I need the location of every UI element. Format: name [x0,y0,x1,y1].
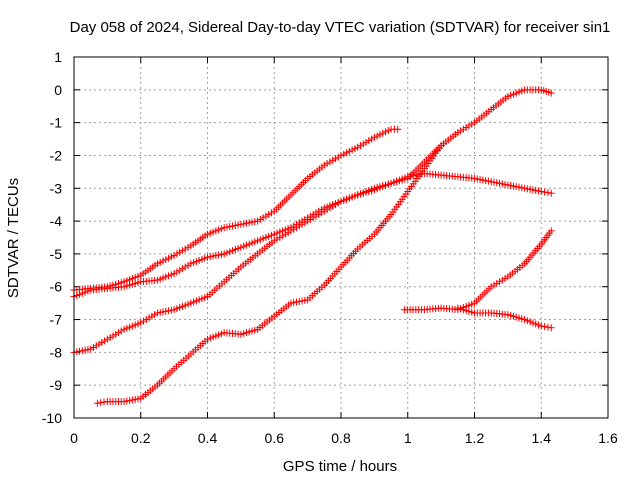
plot-frame [73,56,609,419]
y-tick-label: -9 [50,377,63,393]
x-tick-label: 0.6 [265,430,285,446]
x-tick-label: 0.2 [131,430,151,446]
data-marker [537,188,545,196]
y-tick-label: -2 [50,147,63,163]
data-marker [100,398,108,406]
chart-title: Day 058 of 2024, Sidereal Day-to-day VTE… [70,19,611,36]
x-tick-label: 0.4 [198,430,218,446]
data-marker [547,189,555,197]
data-marker [547,89,555,97]
data-marker [541,323,549,331]
y-tick-label: 0 [54,82,62,98]
x-tick-labels: 0 0.2 0.4 0.6 0.8 1 1.2 1.4 1.6 [70,430,618,446]
data-marker [547,324,555,332]
x-axis-label: GPS time / hours [283,458,397,475]
series-track-4 [93,142,445,407]
y-tick-label: -10 [42,410,62,426]
x-tick-label: 1.4 [532,430,552,446]
series-track-5 [400,227,555,314]
data-marker [544,323,552,331]
data-marker [541,188,549,196]
y-tick-label: -8 [50,344,63,360]
y-tick-label: -5 [50,246,63,262]
data-marker [93,399,101,407]
data-marker [394,125,402,133]
data-marker [537,322,545,330]
y-tick-label: 1 [54,49,62,65]
x-tick-label: 0 [70,430,78,446]
data-marker [547,227,555,235]
series-track-2 [70,170,555,301]
y-tick-label: -1 [50,115,63,131]
y-tick-label: -4 [50,213,63,229]
series-track-1 [70,125,402,294]
data-markers [70,86,555,407]
y-tick-label: -3 [50,180,63,196]
y-tick-label: -6 [50,279,63,295]
x-tick-label: 1.6 [598,430,618,446]
y-tick-label: -7 [50,312,63,328]
data-marker [437,142,445,150]
data-marker [544,189,552,197]
grid-lines [74,57,608,418]
x-tick-label: 0.8 [331,430,351,446]
series-track-6 [454,304,555,332]
y-axis-label: SDTVAR / TECUs [5,178,22,298]
x-tick-label: 1 [404,430,412,446]
series-track-3 [70,86,555,356]
y-tick-labels: 1 0 -1 -2 -3 -4 -5 -6 -7 -8 -9 -10 [42,49,62,426]
x-tick-label: 1.2 [465,430,485,446]
data-marker [97,399,105,407]
